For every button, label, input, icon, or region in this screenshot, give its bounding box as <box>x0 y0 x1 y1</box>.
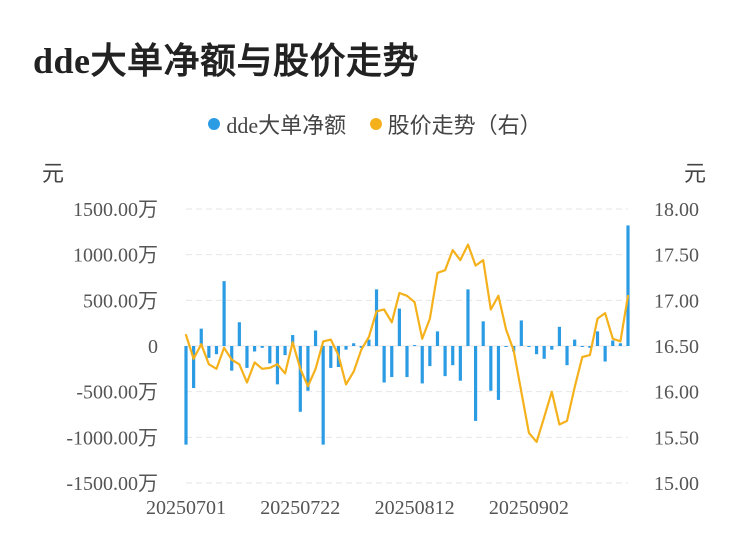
dde-bar <box>405 346 409 378</box>
dde-bar <box>527 346 531 347</box>
right-axis-unit: 元 <box>684 161 707 186</box>
dde-bar <box>245 346 249 368</box>
dde-bar <box>420 346 424 384</box>
left-axis-tick-label: 1500.00万 <box>73 199 158 221</box>
page-title: dde大单净额与股价走势 <box>33 41 420 81</box>
chart-legend: dde大单净额 股价走势（右） <box>0 108 750 140</box>
dde-bar <box>237 322 241 346</box>
dde-bar <box>428 346 432 367</box>
legend-item-dde[interactable]: dde大单净额 <box>208 108 346 140</box>
axis-labels: 1500.00万 18.00 1000.00万 17.50 500.00万 17.00 0 1… <box>66 199 699 519</box>
dde-bar <box>214 346 219 355</box>
left-axis-tick-label: -1500.00万 <box>66 473 158 495</box>
dde-bar <box>192 346 196 389</box>
dde-bar <box>199 328 203 346</box>
right-axis-tick-label: 16.50 <box>654 336 699 358</box>
dde-bar <box>367 339 371 346</box>
left-axis-unit: 元 <box>42 161 65 186</box>
x-axis-tick-label: 20250722 <box>260 497 340 519</box>
dde-bar <box>550 346 554 350</box>
dde-bar <box>451 346 455 366</box>
dde-bar <box>184 346 188 445</box>
dde-bar <box>283 346 287 356</box>
dde-bar <box>443 346 447 377</box>
dde-bar <box>595 331 600 346</box>
dde-bar <box>557 326 562 346</box>
dde-bar <box>481 321 485 346</box>
dde-bar <box>611 340 615 346</box>
dde-bar <box>222 281 226 346</box>
dde-bar <box>413 345 417 347</box>
dde-bar <box>260 346 264 348</box>
dde-bar <box>534 346 539 355</box>
dde-bar <box>344 346 348 350</box>
dde-bar <box>252 346 257 352</box>
dde-bar <box>542 346 546 359</box>
left-axis-tick-label: -500.00万 <box>76 382 158 404</box>
right-axis-tick-label: 17.50 <box>654 245 699 267</box>
dde-bar <box>313 330 318 346</box>
left-axis-tick-label: 1000.00万 <box>73 245 158 267</box>
left-axis-tick-label: 500.00万 <box>83 290 158 312</box>
legend-dot-dde <box>208 118 221 130</box>
dde-bar <box>489 346 493 391</box>
dde-bar <box>573 339 577 346</box>
dde-bar <box>626 225 630 346</box>
x-axis-tick-label: 20250701 <box>146 497 226 519</box>
dde-bar <box>268 346 272 364</box>
dde-bar <box>565 346 569 366</box>
dde-bar <box>329 346 333 368</box>
x-axis-tick-label: 20250902 <box>489 497 569 519</box>
left-axis-tick-label: 0 <box>148 336 158 358</box>
dde-bar <box>458 346 462 381</box>
dde-bar <box>321 346 325 445</box>
dde-bar <box>291 335 295 346</box>
right-axis-tick-label: 16.00 <box>654 382 699 404</box>
right-axis-tick-label: 15.00 <box>654 473 699 495</box>
legend-item-price[interactable]: 股价走势（右） <box>369 108 542 140</box>
dde-bar <box>207 346 211 358</box>
dde-bar <box>473 346 478 421</box>
left-axis-tick-label: -1000.00万 <box>66 427 158 449</box>
price-line <box>184 243 630 443</box>
dde-bar <box>466 289 470 346</box>
legend-label-dde: dde大单净额 <box>226 113 347 138</box>
right-axis-tick-label: 15.50 <box>654 427 699 449</box>
dde-bar <box>618 343 622 346</box>
dde-bar <box>382 346 386 383</box>
dde-bar <box>519 320 523 346</box>
dde-bar <box>397 308 401 346</box>
line-series-price <box>184 243 630 443</box>
right-axis-tick-label: 18.00 <box>654 199 699 221</box>
dde-bar <box>603 346 607 362</box>
dde-bar <box>298 346 302 412</box>
right-axis-tick-label: 17.00 <box>654 290 699 312</box>
dde-bar <box>374 289 379 346</box>
x-axis-tick-label: 20250812 <box>375 497 455 519</box>
legend-label-price: 股价走势（右） <box>387 113 542 138</box>
dde-bar <box>390 346 394 378</box>
dde-bar <box>352 343 356 346</box>
dde-bar <box>496 346 501 400</box>
legend-dot-price <box>369 118 382 130</box>
dde-bar <box>504 346 508 347</box>
dde-bar <box>588 346 592 348</box>
dde-bar <box>359 346 363 348</box>
dde-bar <box>435 331 440 346</box>
bar-series-dde <box>184 225 630 445</box>
dde-bar <box>580 346 584 347</box>
dde-bar <box>306 346 310 391</box>
